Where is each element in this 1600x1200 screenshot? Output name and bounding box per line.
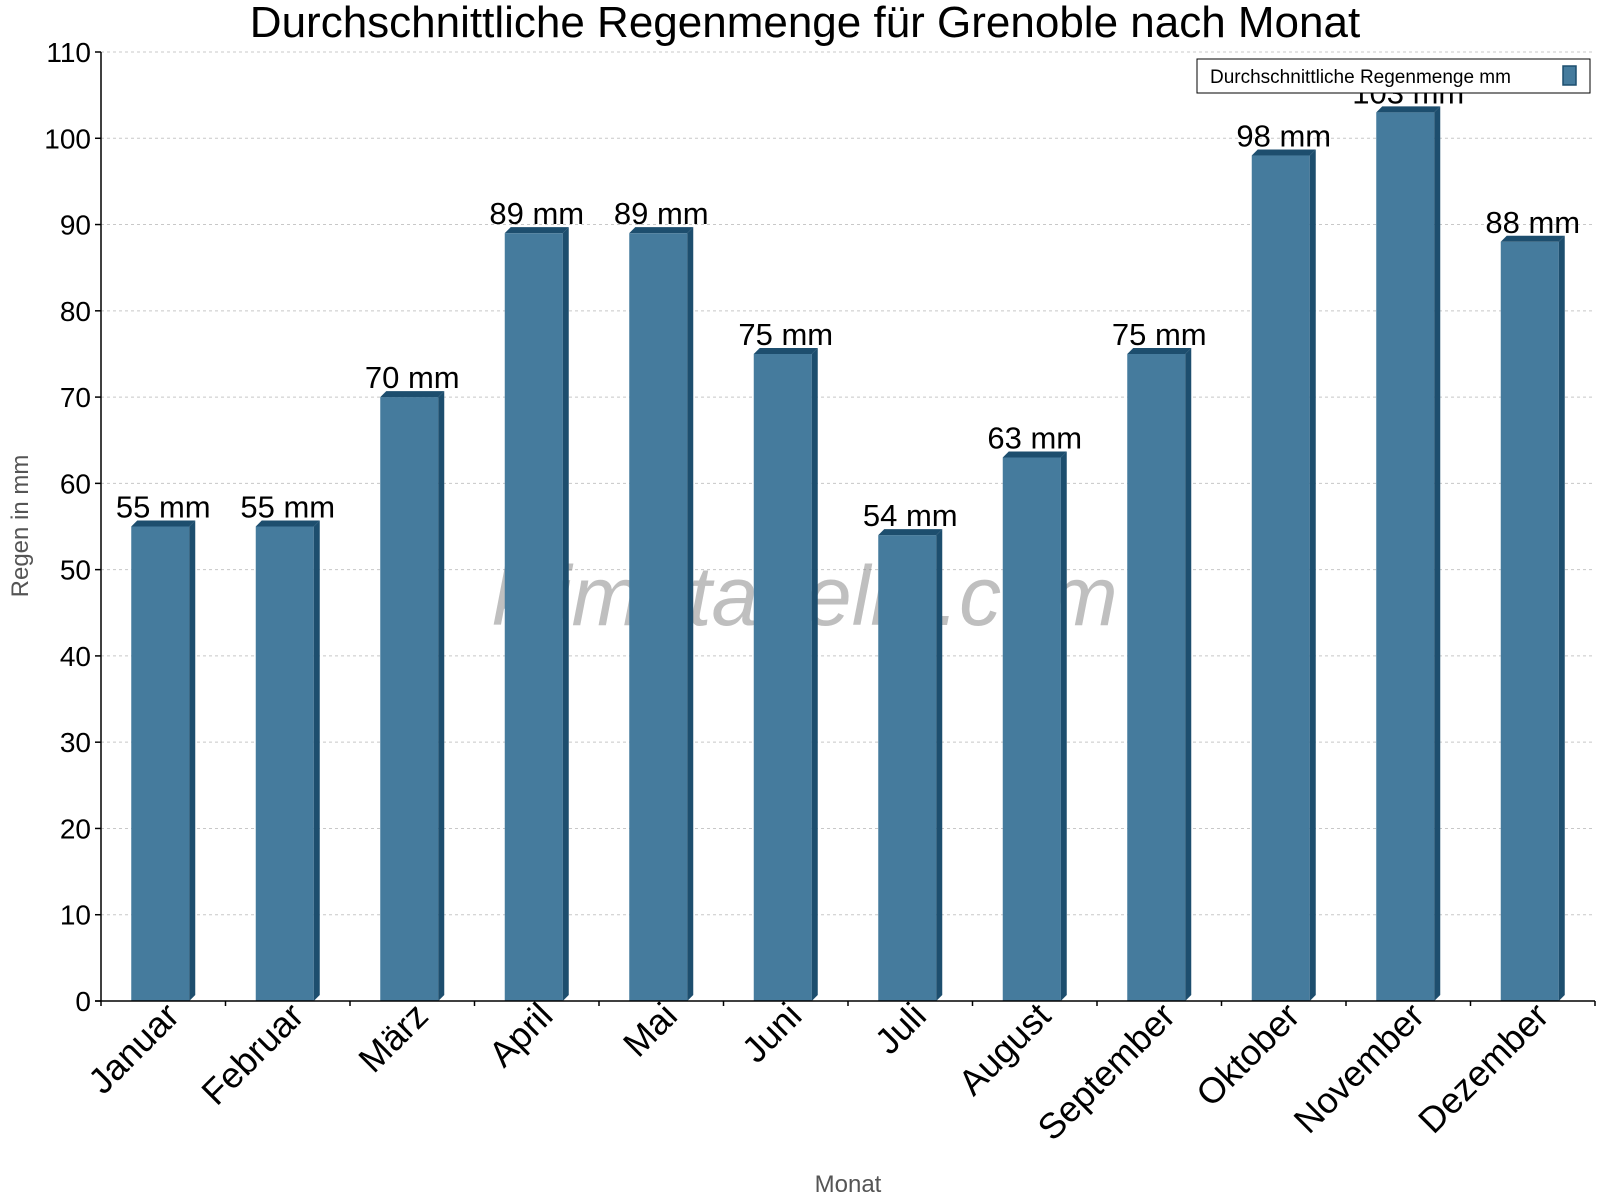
bar bbox=[1500, 235, 1565, 1002]
data-label: 70 mm bbox=[365, 360, 460, 395]
y-tick-label: 50 bbox=[60, 555, 91, 586]
data-label: 88 mm bbox=[1485, 205, 1580, 240]
bar-top bbox=[629, 227, 694, 234]
legend: Durchschnittliche Regenmenge mm bbox=[1196, 58, 1591, 94]
data-label: 54 mm bbox=[863, 498, 958, 533]
bar-side bbox=[1558, 235, 1565, 1002]
bar-side bbox=[313, 520, 320, 1001]
y-tick-label: 90 bbox=[60, 210, 91, 241]
bar bbox=[1251, 149, 1316, 1001]
bar bbox=[255, 520, 320, 1001]
y-tick-label: 40 bbox=[60, 641, 91, 672]
x-axis-title: Monat bbox=[815, 1171, 882, 1198]
y-ticks: 0 10 20 30 40 50 60 70 80 90 100 110 bbox=[44, 37, 101, 1017]
bar-top bbox=[1002, 451, 1067, 458]
data-label: 75 mm bbox=[738, 317, 833, 352]
bar-front bbox=[1127, 353, 1186, 1001]
bar-front bbox=[380, 397, 439, 1001]
y-tick-label: 30 bbox=[60, 727, 91, 758]
bar-top bbox=[1500, 235, 1565, 242]
bar-top bbox=[753, 347, 818, 354]
y-tick-label: 20 bbox=[60, 813, 91, 844]
x-tick-label: Mai bbox=[615, 995, 685, 1065]
data-label: 98 mm bbox=[1236, 119, 1331, 154]
bar bbox=[131, 520, 196, 1001]
bar bbox=[753, 347, 818, 1001]
bar-front bbox=[255, 526, 314, 1001]
legend-box bbox=[1196, 58, 1591, 94]
legend-label: Durchschnittliche Regenmenge mm bbox=[1210, 67, 1511, 88]
x-tick-label: Oktober bbox=[1188, 995, 1308, 1115]
bar-top bbox=[878, 529, 943, 536]
x-tick-label: Juni bbox=[734, 995, 810, 1071]
x-tick-label: Dezember bbox=[1410, 995, 1556, 1141]
bar-top bbox=[1127, 347, 1192, 354]
bar-side bbox=[562, 227, 569, 1001]
y-tick-label: 0 bbox=[75, 986, 91, 1017]
bar-side bbox=[1185, 347, 1192, 1001]
data-label: 89 mm bbox=[614, 196, 709, 231]
axes bbox=[95, 52, 1595, 1002]
x-tick-label: Februar bbox=[193, 995, 311, 1113]
y-tick-label: 70 bbox=[60, 382, 91, 413]
data-label: 55 mm bbox=[240, 490, 335, 525]
bar-side bbox=[936, 529, 943, 1001]
gridlines bbox=[101, 51, 1595, 916]
bar-side bbox=[438, 391, 445, 1001]
bar-front bbox=[131, 526, 190, 1001]
x-tick-label: Januar bbox=[80, 995, 187, 1102]
data-label: 75 mm bbox=[1112, 317, 1207, 352]
x-tick-label: November bbox=[1285, 995, 1431, 1141]
bars bbox=[131, 106, 1565, 1002]
bar-side bbox=[189, 520, 196, 1001]
bar bbox=[380, 391, 445, 1001]
x-ticks: Januar Februar März April Mai Juni Juli AugustS… bbox=[80, 995, 1596, 1148]
bar bbox=[1127, 347, 1192, 1001]
bar-front bbox=[629, 233, 688, 1001]
bar-side bbox=[1060, 451, 1067, 1001]
y-axis-title: Regen in mm bbox=[7, 455, 34, 598]
bar-top bbox=[1376, 106, 1441, 113]
bar bbox=[504, 227, 569, 1001]
y-tick-label: 110 bbox=[46, 37, 91, 68]
x-tick-label: März bbox=[350, 995, 436, 1081]
bar-front bbox=[753, 353, 812, 1001]
bar-top bbox=[380, 391, 445, 398]
bar-front bbox=[878, 535, 937, 1001]
x-tick-label: August bbox=[950, 995, 1058, 1103]
bar-side bbox=[811, 347, 818, 1001]
bar-side bbox=[687, 227, 694, 1001]
data-label: 63 mm bbox=[987, 420, 1082, 455]
bar-front bbox=[1002, 457, 1061, 1001]
bar-front bbox=[1500, 241, 1559, 1002]
y-tick-label: 10 bbox=[60, 900, 91, 931]
x-tick-label: Juli bbox=[867, 995, 934, 1062]
bar-top bbox=[131, 520, 196, 527]
legend-swatch bbox=[1562, 65, 1577, 86]
data-label: 55 mm bbox=[116, 490, 211, 525]
bar-front bbox=[1251, 155, 1310, 1001]
x-tick-label: April bbox=[480, 995, 560, 1075]
data-labels: 55 mm 55 mm 70 mm 89 mm 89 mm 75 mm 54 mm 63 mm… bbox=[116, 75, 1580, 533]
bar-front bbox=[1376, 112, 1435, 1001]
bar-side bbox=[1309, 149, 1316, 1001]
chart-title: Durchschnittliche Regenmenge für Grenobl… bbox=[250, 0, 1360, 47]
bar-front bbox=[504, 233, 563, 1001]
bar bbox=[1376, 106, 1441, 1001]
data-label: 89 mm bbox=[489, 196, 584, 231]
bar bbox=[629, 227, 694, 1001]
bar-top bbox=[504, 227, 569, 234]
bar bbox=[878, 529, 943, 1001]
y-tick-label: 80 bbox=[60, 296, 91, 327]
bar-top bbox=[255, 520, 320, 527]
bar-top bbox=[1251, 149, 1316, 156]
y-tick-label: 60 bbox=[60, 468, 91, 499]
bar-side bbox=[1434, 106, 1441, 1001]
bar bbox=[1002, 451, 1067, 1001]
y-tick-label: 100 bbox=[44, 123, 91, 154]
